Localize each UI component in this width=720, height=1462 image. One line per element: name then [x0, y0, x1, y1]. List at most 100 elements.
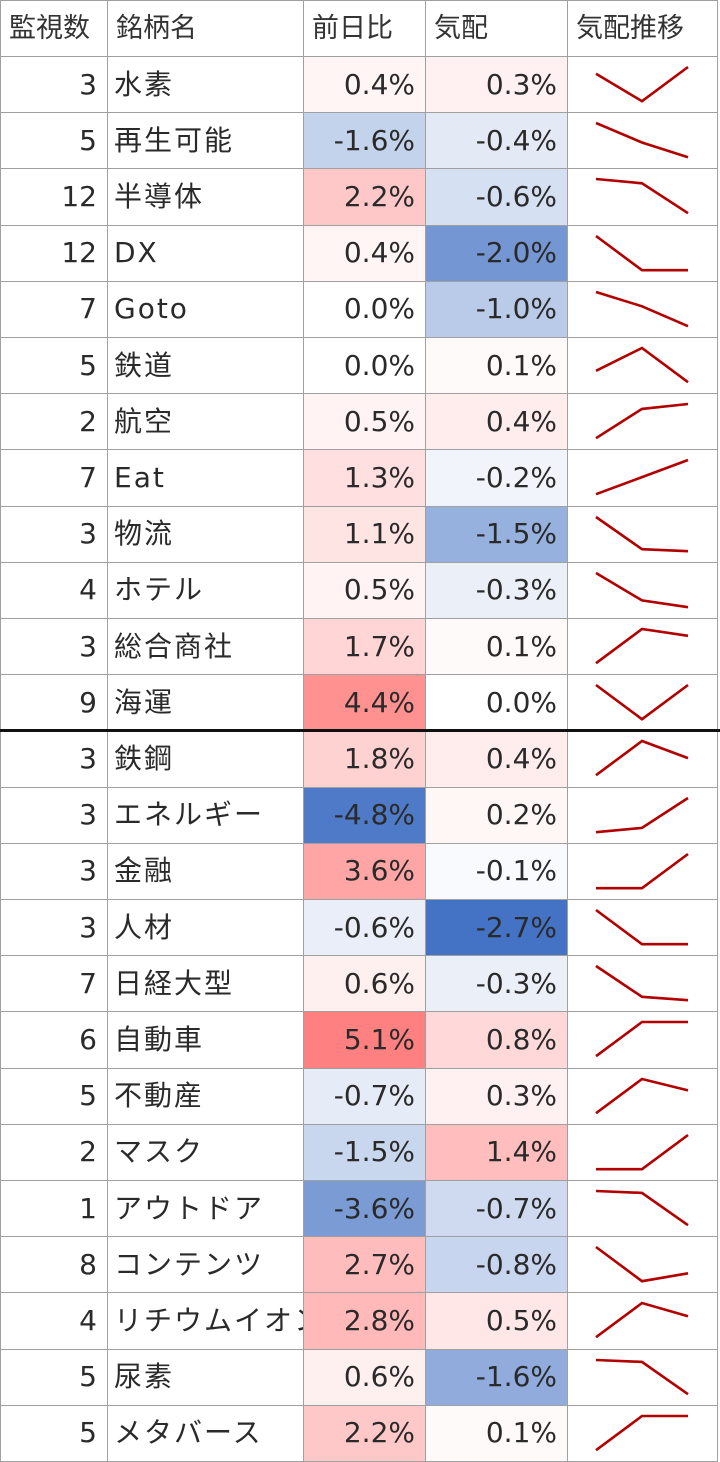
sparkline-cell	[568, 225, 718, 282]
cell-indication: -0.4%	[426, 113, 568, 170]
trend-sparkline	[595, 234, 688, 272]
cell-indication: 0.0%	[426, 675, 568, 732]
cell-indication: 0.1%	[426, 338, 568, 395]
sparkline-path	[595, 290, 689, 328]
sparkline-path	[596, 1133, 689, 1171]
cell-indication: -1.5%	[426, 506, 568, 563]
cell-count: 8	[0, 1237, 108, 1294]
header-indication: 気配	[426, 0, 568, 57]
cell-name: 自動車	[108, 1012, 304, 1069]
cell-indication: -0.8%	[426, 1237, 568, 1294]
cell-count: 3	[0, 843, 108, 900]
trend-sparkline	[595, 402, 689, 440]
cell-change: -1.5%	[304, 1124, 426, 1181]
sparkline-cell	[568, 731, 718, 788]
sparkline-path	[595, 1189, 689, 1227]
cell-change: 0.4%	[304, 57, 426, 114]
cell-indication: -0.6%	[426, 169, 568, 226]
cell-change: -3.6%	[304, 1181, 426, 1238]
cell-count: 3	[0, 57, 108, 114]
trend-sparkline	[595, 908, 688, 946]
cell-count: 5	[0, 1349, 108, 1406]
sparkline-cell	[568, 1293, 718, 1350]
sparkline-path	[595, 739, 689, 777]
cell-count: 1	[0, 1181, 108, 1238]
cell-change: 2.2%	[304, 169, 426, 226]
sparkline-path	[595, 571, 689, 609]
cell-count: 12	[0, 169, 108, 226]
cell-indication: -0.3%	[426, 562, 568, 619]
cell-count: 2	[0, 1124, 108, 1181]
cell-indication: -1.0%	[426, 281, 568, 338]
sparkline-cell	[568, 787, 718, 844]
trend-sparkline	[595, 1246, 689, 1283]
sparkline-cell	[568, 281, 718, 338]
sparkline-cell	[568, 1012, 718, 1069]
cell-change: 5.1%	[304, 1012, 426, 1069]
cell-name: 人材	[108, 900, 304, 957]
cell-name: ホテル	[108, 562, 304, 619]
sparkline-path	[595, 1414, 688, 1452]
cell-change: 0.5%	[304, 394, 426, 451]
cell-count: 9	[0, 675, 108, 732]
trend-sparkline	[595, 1077, 689, 1114]
cell-indication: -0.2%	[426, 450, 568, 507]
cell-indication: -0.1%	[426, 843, 568, 900]
cell-change: 1.3%	[304, 450, 426, 507]
cell-indication: 1.4%	[426, 1124, 568, 1181]
trend-sparkline	[595, 290, 689, 328]
cell-change: 3.6%	[304, 843, 426, 900]
cell-indication: 0.4%	[426, 394, 568, 451]
sparkline-cell	[568, 1181, 718, 1238]
trend-sparkline	[595, 571, 689, 609]
cell-indication: -0.3%	[426, 956, 568, 1013]
sparkline-cell	[568, 1068, 718, 1125]
trend-sparkline	[595, 346, 689, 384]
header-change: 前日比	[304, 0, 426, 57]
cell-count: 7	[0, 450, 108, 507]
cell-name: メタバース	[108, 1405, 304, 1462]
cell-indication: 0.1%	[426, 619, 568, 676]
sparkline-path	[596, 852, 689, 890]
sparkline-cell	[568, 394, 718, 451]
sparkline-path	[595, 1077, 689, 1114]
cell-change: 1.1%	[304, 506, 426, 563]
trend-sparkline	[595, 684, 689, 722]
cell-count: 3	[0, 787, 108, 844]
sparkline-path	[595, 627, 689, 665]
trend-sparkline	[595, 965, 689, 1002]
cell-change: 0.0%	[304, 338, 426, 395]
sparkline-path	[595, 1301, 689, 1339]
cell-indication: -2.0%	[426, 225, 568, 282]
cell-change: 0.4%	[304, 225, 426, 282]
trend-sparkline	[595, 1414, 688, 1452]
header-trend: 気配推移	[568, 0, 718, 57]
cell-count: 2	[0, 394, 108, 451]
cell-name: マスク	[108, 1124, 304, 1181]
cell-indication: 0.3%	[426, 1068, 568, 1125]
trend-sparkline	[595, 459, 689, 496]
sparkline-path	[595, 402, 689, 440]
cell-name: Goto	[108, 281, 304, 338]
group-separator	[0, 729, 720, 733]
cell-name: DX	[108, 225, 304, 282]
sparkline-path	[595, 234, 688, 272]
cell-count: 3	[0, 506, 108, 563]
trend-sparkline	[595, 627, 689, 665]
cell-change: -1.6%	[304, 113, 426, 170]
sparkline-path	[595, 796, 689, 834]
cell-count: 5	[0, 1405, 108, 1462]
cell-change: 2.7%	[304, 1237, 426, 1294]
cell-name: 水素	[108, 57, 304, 114]
cell-name: アウトドア	[108, 1181, 304, 1238]
cell-name: コンテンツ	[108, 1237, 304, 1294]
cell-change: 4.4%	[304, 675, 426, 732]
sparkline-cell	[568, 843, 718, 900]
sparkline-path	[595, 515, 689, 553]
sparkline-cell	[568, 900, 718, 957]
trend-sparkline	[595, 1189, 689, 1227]
cell-count: 6	[0, 1012, 108, 1069]
cell-name: 鉄鋼	[108, 731, 304, 788]
cell-count: 5	[0, 113, 108, 170]
trend-sparkline	[595, 1021, 688, 1058]
